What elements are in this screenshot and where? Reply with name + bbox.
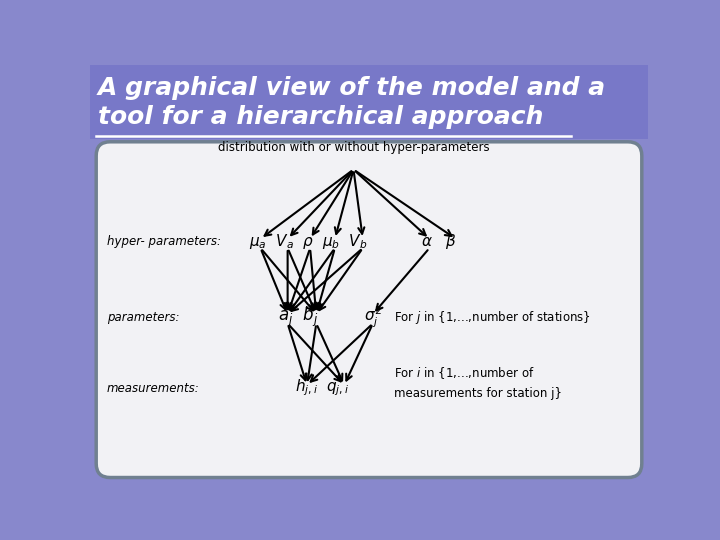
Text: A graphical view of the model and a: A graphical view of the model and a [98, 76, 606, 100]
Text: tool for a hierarchical approach: tool for a hierarchical approach [98, 105, 543, 129]
FancyBboxPatch shape [96, 142, 642, 477]
Text: $\mu_a$  $V_a$  $\rho$  $\mu_b$  $V_b$: $\mu_a$ $V_a$ $\rho$ $\mu_b$ $V_b$ [249, 232, 367, 252]
Text: parameters:: parameters: [107, 311, 179, 324]
Text: $\sigma_j^2$: $\sigma_j^2$ [364, 305, 382, 330]
Text: $\alpha$   $\beta$: $\alpha$ $\beta$ [421, 232, 456, 252]
Text: For $j$ in {1,...,number of stations}: For $j$ in {1,...,number of stations} [394, 309, 590, 326]
Text: $h_{j,i}$  $q_{j,i}$: $h_{j,i}$ $q_{j,i}$ [294, 378, 349, 399]
Text: measurements:: measurements: [107, 382, 200, 395]
Text: distribution with or without hyper-parameters: distribution with or without hyper-param… [217, 141, 490, 154]
Text: hyper- parameters:: hyper- parameters: [107, 235, 221, 248]
Text: For $i$ in {1,...,number of
measurements for station j}: For $i$ in {1,...,number of measurements… [394, 364, 562, 400]
Text: $a_j$  $b_j$: $a_j$ $b_j$ [279, 305, 318, 329]
FancyBboxPatch shape [90, 65, 648, 139]
